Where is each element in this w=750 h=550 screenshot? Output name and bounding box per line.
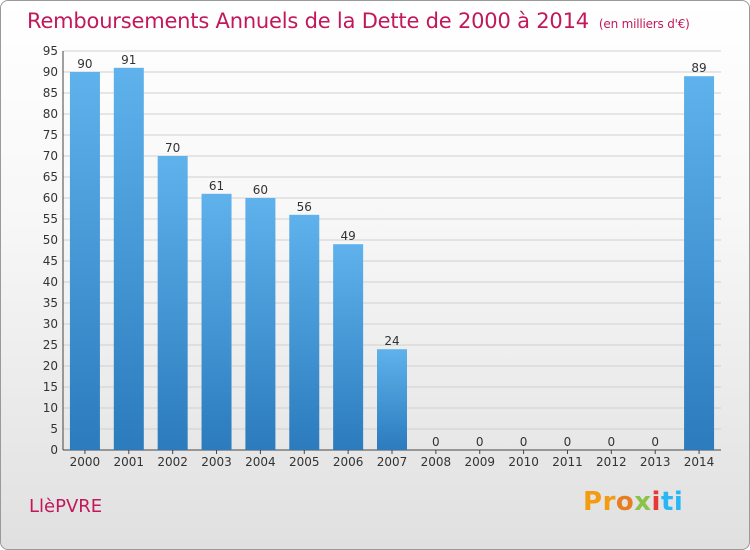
y-tick-label: 60 [43, 191, 58, 205]
logo-letter: o [615, 487, 635, 517]
x-tick-label: 2007 [377, 455, 408, 469]
y-tick-label: 25 [43, 338, 58, 352]
x-tick-label: 2004 [245, 455, 276, 469]
bar-value-label: 0 [432, 435, 440, 449]
x-tick-label: 2008 [421, 455, 452, 469]
y-tick-label: 85 [43, 86, 58, 100]
y-tick-label: 20 [43, 359, 58, 373]
chart-title-text: Remboursements Annuels de la Dette de 20… [27, 9, 589, 33]
bar [377, 349, 407, 450]
bar-value-label: 89 [691, 61, 706, 75]
x-tick-label: 2014 [684, 455, 715, 469]
bar-value-label: 61 [209, 179, 224, 193]
y-tick-label: 30 [43, 317, 58, 331]
proxiti-logo[interactable]: Proxiti [583, 487, 683, 517]
y-tick-label: 5 [50, 422, 58, 436]
chart-title: Remboursements Annuels de la Dette de 20… [27, 9, 690, 33]
bar-value-label: 0 [520, 435, 528, 449]
bar-value-label: 0 [564, 435, 572, 449]
x-tick-label: 2000 [70, 455, 101, 469]
y-tick-label: 65 [43, 170, 58, 184]
logo-letter: P [583, 487, 603, 517]
x-tick-label: 2009 [464, 455, 495, 469]
bar-value-label: 0 [608, 435, 616, 449]
bar-value-label: 24 [384, 334, 399, 348]
y-tick-label: 40 [43, 275, 58, 289]
y-tick-label: 90 [43, 65, 58, 79]
bar-value-label: 49 [340, 229, 355, 243]
y-tick-label: 75 [43, 128, 58, 142]
y-tick-label: 55 [43, 212, 58, 226]
bar-value-label: 91 [121, 53, 136, 67]
y-tick-label: 70 [43, 149, 58, 163]
y-tick-label: 45 [43, 254, 58, 268]
bar-value-label: 90 [77, 57, 92, 71]
y-tick-label: 50 [43, 233, 58, 247]
bar [245, 198, 276, 450]
x-tick-label: 2005 [289, 455, 320, 469]
bar-value-label: 60 [253, 183, 268, 197]
y-tick-label: 80 [43, 107, 58, 121]
logo-letter: t [660, 487, 674, 517]
y-tick-label: 10 [43, 401, 58, 415]
y-tick-label: 35 [43, 296, 58, 310]
bar [289, 214, 320, 450]
x-tick-label: 2013 [640, 455, 671, 469]
x-tick-label: 2001 [114, 455, 145, 469]
logo-letter: i [651, 487, 661, 517]
x-tick-label: 2011 [552, 455, 583, 469]
y-tick-label: 0 [50, 443, 58, 457]
x-tick-label: 2010 [508, 455, 539, 469]
logo-letter: r [602, 487, 616, 517]
y-tick-label: 15 [43, 380, 58, 394]
bar [69, 72, 100, 450]
bar [333, 244, 364, 450]
x-tick-label: 2012 [596, 455, 627, 469]
bar [201, 193, 232, 451]
bar [113, 67, 144, 451]
bar-value-label: 0 [476, 435, 484, 449]
bar [157, 156, 188, 450]
bar-value-label: 56 [297, 200, 312, 214]
logo-letter: i [673, 487, 684, 517]
logo-letter: x [634, 487, 652, 517]
x-tick-label: 2003 [201, 455, 232, 469]
y-tick-label: 95 [43, 44, 58, 58]
bar-value-label: 70 [165, 141, 180, 155]
commune-name: LlèPVRE [29, 496, 103, 517]
chart-unit: (en milliers d'€) [598, 17, 690, 31]
bar-value-label: 0 [651, 435, 659, 449]
x-tick-label: 2006 [333, 455, 364, 469]
x-tick-label: 2002 [157, 455, 188, 469]
bar [684, 76, 715, 450]
